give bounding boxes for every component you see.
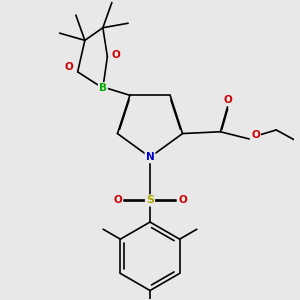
Text: O: O [112, 50, 121, 60]
Text: O: O [64, 62, 73, 72]
Text: O: O [178, 195, 187, 206]
Text: N: N [146, 152, 154, 162]
Text: O: O [251, 130, 260, 140]
Text: O: O [223, 95, 232, 105]
Text: O: O [113, 195, 122, 206]
Text: B: B [99, 83, 107, 93]
Text: S: S [146, 195, 154, 206]
